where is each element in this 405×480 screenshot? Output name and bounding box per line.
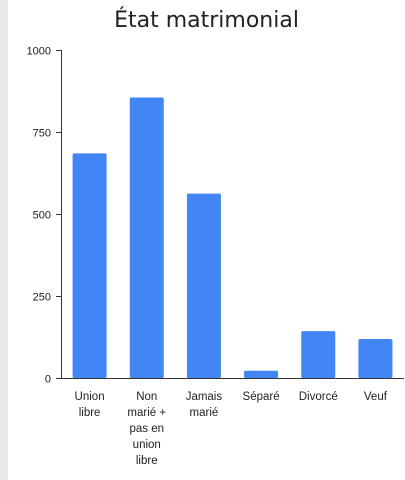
y-tick-label: 750 [33, 128, 51, 140]
y-tick-label: 1000 [27, 46, 51, 58]
bar [358, 338, 393, 378]
bar [301, 331, 336, 378]
bar [244, 370, 279, 378]
y-tick-label: 0 [45, 374, 51, 386]
y-tick-label: 500 [33, 210, 51, 222]
bar [129, 97, 164, 378]
chart-title: État matrimonial [114, 8, 299, 33]
bar-chart: 0 250 500 750 1000 Union libre Non marié + pas en… [27, 46, 404, 467]
x-category-label: Non marié + pas en union libre [127, 391, 166, 467]
x-category-label: Union libre [75, 391, 105, 419]
bar [186, 193, 221, 378]
y-tick-label: 250 [33, 292, 51, 304]
x-category-label: Jamais marié [186, 391, 223, 419]
left-margin-strip [0, 0, 8, 480]
x-category-label: Divorcé [299, 391, 338, 403]
x-category-label: Séparé [243, 391, 280, 403]
x-category-label: Veuf [364, 391, 388, 403]
bar [72, 153, 107, 378]
chart-panel: État matrimonial 0 250 500 750 1000 Union libr… [8, 0, 405, 480]
